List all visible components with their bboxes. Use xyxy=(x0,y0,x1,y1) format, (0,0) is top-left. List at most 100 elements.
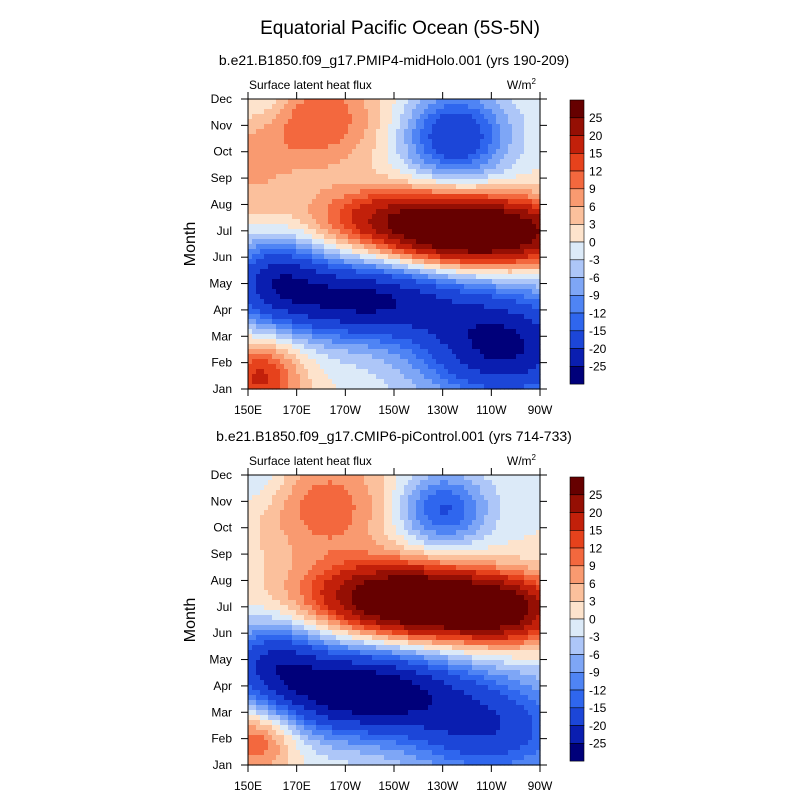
heat-cell xyxy=(348,289,353,295)
heat-cell xyxy=(284,314,289,320)
heat-cell xyxy=(476,134,481,140)
heat-cell xyxy=(472,319,477,325)
heat-cell xyxy=(448,384,453,390)
heat-cell xyxy=(308,369,313,375)
heat-cell xyxy=(516,495,521,501)
heat-cell xyxy=(280,199,285,205)
heat-cell xyxy=(340,159,345,165)
heat-cell xyxy=(368,384,373,390)
heat-cell xyxy=(340,299,345,305)
heat-cell xyxy=(268,254,273,260)
heat-cell xyxy=(400,234,405,240)
heat-cell xyxy=(508,234,513,240)
heat-cell xyxy=(336,364,341,370)
heat-cell xyxy=(276,289,281,295)
heat-cell xyxy=(480,500,485,506)
heat-cell xyxy=(448,294,453,300)
heat-cell xyxy=(520,364,525,370)
heat-cell xyxy=(508,324,513,330)
heat-cell xyxy=(392,304,397,310)
heat-cell xyxy=(460,119,465,125)
heat-cell xyxy=(424,109,429,115)
heat-cell xyxy=(340,324,345,330)
heat-cell xyxy=(532,374,537,380)
heat-cell xyxy=(288,249,293,255)
heat-cell xyxy=(408,284,413,290)
heat-cell xyxy=(488,299,493,305)
heat-cell xyxy=(248,104,253,110)
heat-cell xyxy=(324,294,329,300)
heat-cell xyxy=(416,129,421,135)
heat-cell xyxy=(464,334,469,340)
heat-cell xyxy=(248,124,253,130)
heat-cell xyxy=(476,485,481,491)
heat-cell xyxy=(260,284,265,290)
heat-cell xyxy=(336,179,341,185)
heat-cell xyxy=(532,134,537,140)
heat-cell xyxy=(292,114,297,120)
heat-cell xyxy=(340,144,345,150)
heat-cell xyxy=(460,359,465,365)
heat-cell xyxy=(304,304,309,310)
heat-cell xyxy=(472,124,477,130)
heat-cell xyxy=(432,119,437,125)
heat-cell xyxy=(268,114,273,120)
heat-cell xyxy=(396,229,401,235)
heat-cell xyxy=(516,500,521,506)
heat-cell xyxy=(264,269,269,275)
heat-cell xyxy=(328,485,333,491)
heat-cell xyxy=(512,129,517,135)
heat-cell xyxy=(500,224,505,230)
heat-cell xyxy=(272,369,277,375)
heat-cell xyxy=(316,159,321,165)
heat-cell xyxy=(392,274,397,280)
heat-cell xyxy=(428,379,433,385)
heat-cell xyxy=(380,219,385,225)
heat-cell xyxy=(400,139,405,145)
heat-cell xyxy=(484,209,489,215)
heat-cell xyxy=(424,139,429,145)
heat-cell xyxy=(400,264,405,270)
heat-cell xyxy=(472,234,477,240)
heat-cell xyxy=(284,354,289,360)
heat-cell xyxy=(444,475,449,481)
heat-cell xyxy=(352,369,357,375)
heat-cell xyxy=(520,314,525,320)
heat-cell xyxy=(296,354,301,360)
heat-cell xyxy=(372,174,377,180)
heat-cell xyxy=(324,154,329,160)
heat-cell xyxy=(336,359,341,365)
heat-cell xyxy=(364,264,369,270)
heat-cell xyxy=(368,480,373,486)
heat-cell xyxy=(280,204,285,210)
heat-cell xyxy=(288,189,293,195)
heat-cell xyxy=(424,495,429,501)
heat-cell xyxy=(456,139,461,145)
heat-cell xyxy=(312,234,317,240)
heat-cell xyxy=(324,274,329,280)
heat-cell xyxy=(288,289,293,295)
heat-cell xyxy=(468,184,473,190)
heat-cell xyxy=(352,344,357,350)
heat-cell xyxy=(524,500,529,506)
heat-cell xyxy=(384,124,389,130)
heat-cell xyxy=(300,319,305,325)
heat-cell xyxy=(472,229,477,235)
heat-cell xyxy=(420,369,425,375)
heat-cell xyxy=(484,214,489,220)
heat-cell xyxy=(280,505,285,511)
heat-cell xyxy=(388,314,393,320)
heat-cell xyxy=(400,309,405,315)
heat-cell xyxy=(488,124,493,130)
heat-cell xyxy=(336,279,341,285)
heat-cell xyxy=(368,244,373,250)
heat-cell xyxy=(468,339,473,345)
heat-cell xyxy=(536,239,541,245)
heat-cell xyxy=(376,500,381,506)
heat-cell xyxy=(448,249,453,255)
heat-cell xyxy=(436,495,441,501)
heat-cell xyxy=(336,324,341,330)
heat-cell xyxy=(272,189,277,195)
heat-cell xyxy=(304,224,309,230)
heat-cell xyxy=(368,369,373,375)
